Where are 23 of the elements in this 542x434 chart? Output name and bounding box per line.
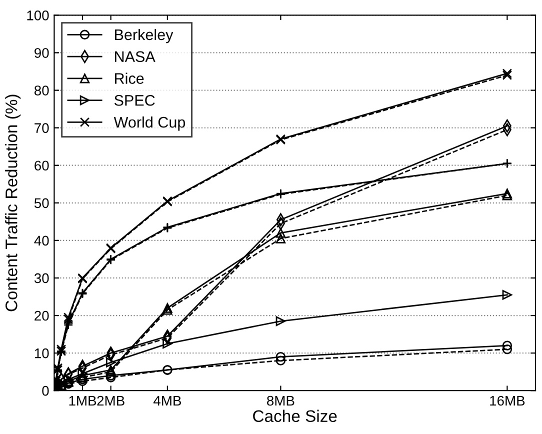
y-axis-title: Content Traffic Reduction (%)	[5, 94, 21, 312]
x-tick-label: 1MB	[69, 396, 96, 406]
x-axis-title: Cache Size	[253, 410, 337, 422]
y-tick-label: 90	[34, 48, 49, 58]
legend-label: SPEC	[114, 94, 155, 106]
y-tick-label: 20	[34, 310, 49, 321]
y-tick-label: 0	[42, 386, 49, 396]
y-tick-label: 100	[27, 10, 49, 20]
y-tick-label: 40	[34, 236, 49, 246]
legend-label: Berkeley	[115, 28, 174, 44]
legend-label: NASA	[115, 51, 156, 62]
y-tick-label: 10	[34, 348, 49, 358]
legend-label: World Cup	[114, 116, 186, 131]
x-tick-label: 4MB	[153, 396, 181, 406]
y-tick-label: 60	[34, 160, 49, 171]
y-tick-label: 30	[34, 273, 49, 284]
x-tick-label: 8MB	[267, 396, 294, 406]
legend-label: Rice	[115, 72, 144, 84]
x-tick-label: 16MB	[490, 396, 525, 406]
x-tick-label: 2MB	[97, 396, 124, 406]
y-tick-label: 50	[34, 198, 49, 208]
y-tick-label: 80	[34, 86, 49, 96]
y-tick-label: 70	[34, 123, 49, 133]
